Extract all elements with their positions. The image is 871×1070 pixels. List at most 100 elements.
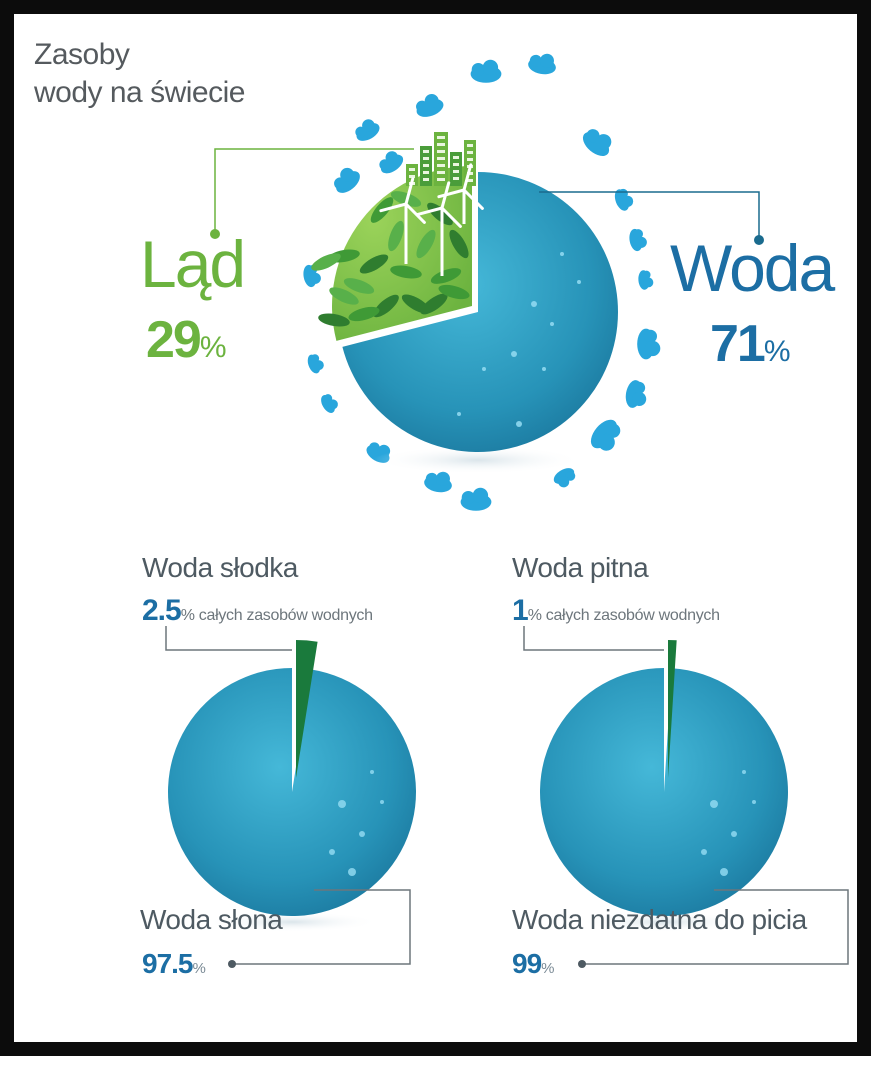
cloud-part xyxy=(340,167,355,182)
salt-water-pct-sign: % xyxy=(192,960,206,977)
water-leader-line xyxy=(539,191,760,240)
fresh-water-pie-large-slice xyxy=(167,668,416,916)
turbine-blade xyxy=(404,202,426,224)
salt-leader-dot xyxy=(228,960,236,968)
cloud-part xyxy=(635,236,647,248)
water-bubble xyxy=(550,322,554,326)
cloud-part xyxy=(644,340,661,357)
land-leader-line xyxy=(214,148,414,234)
cloud-part xyxy=(425,472,438,485)
leaf-icon xyxy=(318,313,350,327)
drinking-water-unit: % całych zasobów wodnych xyxy=(527,607,720,624)
fresh-water-pie-small-slice xyxy=(296,640,318,778)
cloud-part xyxy=(595,134,612,150)
cloud-icon xyxy=(355,119,380,141)
water-bubble xyxy=(577,280,581,284)
cloud-icon xyxy=(590,419,621,451)
fresh-water-value-group: 2.5% całych zasobów wodnych xyxy=(142,594,373,628)
drinking-water-pie-shadow xyxy=(577,912,751,932)
water-bubble xyxy=(720,868,728,876)
water-leader-dot xyxy=(754,235,764,245)
turbine-blade xyxy=(404,177,415,206)
building-window xyxy=(423,164,429,167)
drinking-water-value-group: 1% całych zasobów wodnych xyxy=(512,594,720,628)
water-bubble xyxy=(370,770,374,774)
building-window xyxy=(453,163,459,166)
water-bubble xyxy=(542,367,546,371)
water-bubble xyxy=(482,367,486,371)
non-drinking-water-value: 99 xyxy=(512,948,542,979)
water-bubble xyxy=(380,800,384,804)
cloud-part xyxy=(362,119,375,132)
fresh-water-label: Woda słodka xyxy=(142,552,298,583)
building-window xyxy=(437,150,445,153)
cloud-icon xyxy=(424,471,452,493)
leaf-icon xyxy=(329,287,359,305)
water-bubble xyxy=(701,849,707,855)
water-slice xyxy=(342,172,619,452)
nondrink-leader-line xyxy=(582,889,849,965)
building-window xyxy=(423,178,429,181)
cloud-icon xyxy=(379,151,404,174)
cloud-part xyxy=(309,272,321,284)
water-bubble xyxy=(338,800,346,808)
cloud-part xyxy=(632,391,647,406)
drinking-water-label: Woda pitna xyxy=(512,552,649,583)
cloud-part xyxy=(471,63,485,77)
land-value: 29 xyxy=(146,311,202,369)
water-bubble xyxy=(348,868,356,876)
building-window xyxy=(437,157,445,160)
cloud-icon xyxy=(637,328,661,360)
salt-water-value: 97.5 xyxy=(142,948,193,979)
drinking-water-pie-small-slice xyxy=(668,640,677,778)
leaf-icon xyxy=(420,293,448,315)
wind-turbine-icon xyxy=(379,177,426,264)
pie-charts xyxy=(167,132,788,932)
salt-leader-line xyxy=(232,889,411,965)
cloud-part xyxy=(618,188,628,199)
title-line-2: wody na świecie xyxy=(34,76,245,109)
cloud-part xyxy=(424,93,439,108)
building-window xyxy=(423,150,429,153)
water-bubble xyxy=(710,800,718,808)
building-window xyxy=(453,177,459,180)
building-window xyxy=(467,179,473,182)
land-leader-dot xyxy=(210,229,220,239)
cloud-icon xyxy=(334,167,360,193)
drink-leader-line xyxy=(523,626,664,651)
cloud-part xyxy=(314,360,324,371)
building-window xyxy=(453,170,459,173)
water-bubble xyxy=(329,849,335,855)
cloud-part xyxy=(461,491,475,505)
water-value-group: 71% xyxy=(710,314,791,374)
cloud-part xyxy=(622,195,634,207)
turbine-blade xyxy=(379,202,408,213)
water-bubble xyxy=(531,301,537,307)
leaf-cluster xyxy=(311,191,470,327)
cloud-part xyxy=(633,229,643,239)
leaf-icon xyxy=(388,220,404,252)
cloud-part xyxy=(633,381,646,394)
building-window xyxy=(409,175,415,178)
turbine-blade xyxy=(415,206,444,217)
building-window xyxy=(437,143,445,146)
water-bubble xyxy=(731,831,737,837)
non-drinking-water-value-group: 99% xyxy=(512,948,555,980)
building-window xyxy=(423,157,429,160)
cloud-part xyxy=(539,53,554,68)
cloud-icon xyxy=(638,270,654,290)
building-window xyxy=(467,172,473,175)
building-window xyxy=(437,178,445,181)
cloud-icon xyxy=(528,53,556,75)
drinking-water-pie-large-slice xyxy=(539,668,788,916)
turbine-blade xyxy=(440,206,462,228)
leaf-icon xyxy=(449,229,469,259)
cloud-part xyxy=(605,423,621,438)
cloud-icon xyxy=(307,354,324,374)
cloud-ring xyxy=(303,53,661,511)
non-drinking-water-pct-sign: % xyxy=(541,960,555,977)
water-label: Woda xyxy=(670,231,835,305)
leaf-icon xyxy=(390,265,422,279)
water-bubble xyxy=(457,412,461,416)
